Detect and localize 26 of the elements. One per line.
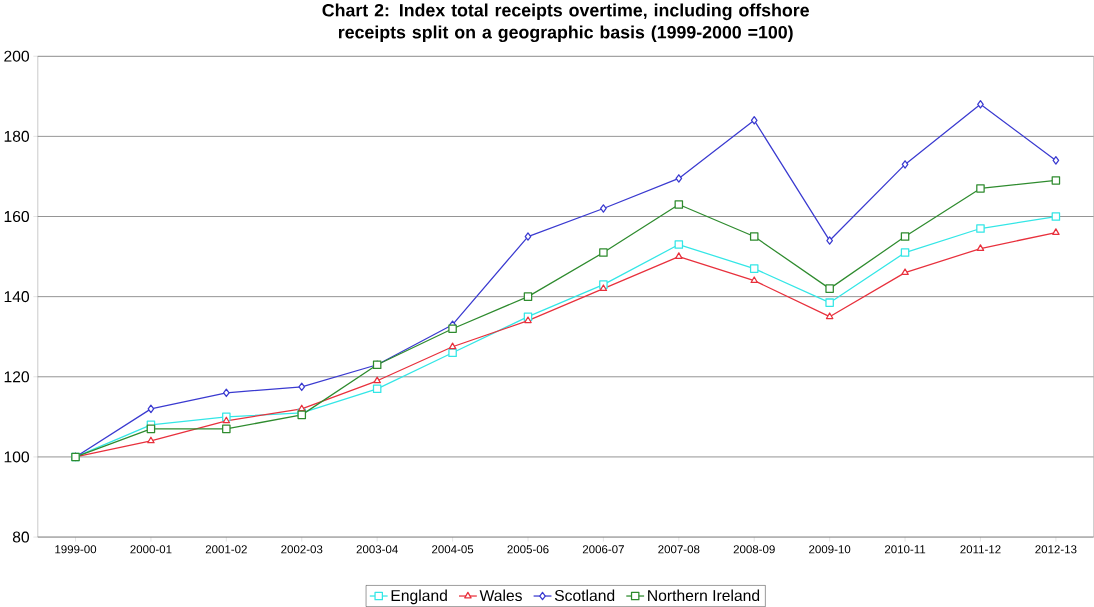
- x-tick-label: 2004-05: [432, 545, 474, 554]
- x-tick-label: 2009-10: [809, 545, 851, 554]
- x-tick-label: 2012-13: [1035, 545, 1077, 554]
- legend-label: England: [391, 589, 447, 605]
- y-tick-label: 120: [4, 371, 30, 383]
- y-tick-label: 200: [4, 50, 30, 62]
- y-tick-label: 80: [12, 531, 30, 543]
- legend-label: Scotland: [554, 589, 615, 602]
- x-tick-label: 2010-11: [884, 545, 926, 554]
- y-tick-label: 140: [4, 291, 30, 303]
- y-tick-label: 100: [4, 451, 30, 463]
- x-tick-label: 2000-01: [130, 545, 172, 554]
- x-tick-label: 2011-12: [960, 545, 1001, 554]
- x-tick-label: 2008-09: [733, 545, 775, 554]
- x-tick-label: 1999-00: [55, 545, 97, 554]
- x-tick-label: 2006-07: [582, 545, 624, 554]
- y-tick-label: 160: [4, 211, 30, 223]
- x-tick-label: 2002-03: [281, 545, 323, 554]
- x-tick-label: 2001-02: [205, 545, 247, 554]
- legend-label: Northern Ireland: [648, 589, 760, 602]
- chart-title: Chart 2: Index total receipts overtime, including offshore receipts split on a geographic basis (1999-2000 =100): [322, 3, 809, 43]
- x-tick-label: 2005-06: [507, 545, 549, 554]
- y-tick-label: 180: [4, 130, 30, 142]
- legend-label: Wales: [479, 589, 522, 602]
- x-tick-label: 2003-04: [356, 545, 398, 554]
- x-tick-label: 2007-08: [658, 545, 700, 554]
